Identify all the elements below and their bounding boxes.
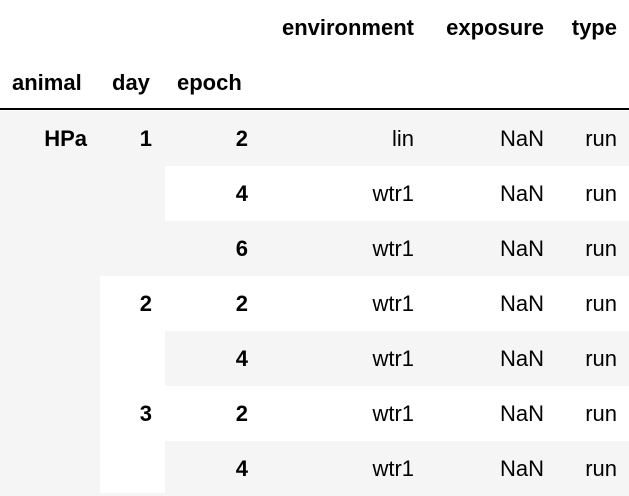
day-index-span bbox=[100, 111, 165, 276]
cell-environment: wtr1 bbox=[372, 236, 414, 261]
cell-type: run bbox=[585, 456, 617, 481]
cell-environment: wtr1 bbox=[372, 181, 414, 206]
cell-exposure: NaN bbox=[499, 236, 544, 261]
index-epoch: 4 bbox=[235, 456, 248, 481]
cell-environment: wtr1 bbox=[372, 291, 414, 316]
cell-exposure: NaN bbox=[499, 456, 544, 481]
index-name-epoch: epoch bbox=[177, 70, 242, 95]
cell-type: run bbox=[585, 291, 617, 316]
cell-environment: wtr1 bbox=[372, 456, 414, 481]
index-name-animal: animal bbox=[12, 70, 82, 95]
index-epoch: 6 bbox=[235, 236, 248, 261]
index-day: 3 bbox=[139, 401, 152, 426]
index-day: 2 bbox=[139, 291, 152, 316]
cell-type: run bbox=[585, 236, 617, 261]
cell-type: run bbox=[585, 346, 617, 371]
index-epoch: 4 bbox=[235, 346, 248, 371]
index-epoch: 4 bbox=[235, 181, 248, 206]
cell-type: run bbox=[585, 126, 617, 151]
index-animal: HPa bbox=[44, 126, 87, 151]
index-name-day: day bbox=[112, 70, 150, 95]
cell-exposure: NaN bbox=[499, 401, 544, 426]
index-epoch: 2 bbox=[235, 401, 248, 426]
column-header-environment: environment bbox=[281, 15, 414, 40]
cell-environment: lin bbox=[391, 126, 414, 151]
day-index-span bbox=[100, 386, 165, 493]
cell-exposure: NaN bbox=[499, 181, 544, 206]
column-header-type: type bbox=[571, 15, 617, 40]
index-day: 1 bbox=[139, 126, 152, 151]
cell-type: run bbox=[585, 401, 617, 426]
index-epoch: 2 bbox=[235, 291, 248, 316]
column-header-exposure: exposure bbox=[446, 15, 544, 40]
cell-type: run bbox=[585, 181, 617, 206]
index-epoch: 2 bbox=[235, 126, 248, 151]
cell-environment: wtr1 bbox=[372, 401, 414, 426]
animal-index-span bbox=[0, 111, 100, 493]
header-rule bbox=[0, 108, 629, 110]
cell-exposure: NaN bbox=[499, 291, 544, 316]
cell-exposure: NaN bbox=[499, 346, 544, 371]
cell-exposure: NaN bbox=[499, 126, 544, 151]
cell-environment: wtr1 bbox=[372, 346, 414, 371]
day-index-span bbox=[100, 276, 165, 386]
